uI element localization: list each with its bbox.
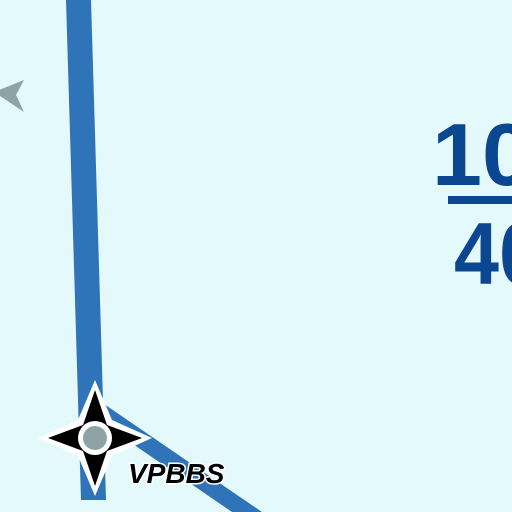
fix-name-label[interactable]: VPBBS xyxy=(127,457,227,491)
compulsory-reporting-point-icon[interactable] xyxy=(38,380,152,496)
airway-diagonal xyxy=(95,404,262,512)
altitude-divider xyxy=(448,196,512,204)
airway-vertical xyxy=(66,0,106,500)
altitude-restriction: 10 40 xyxy=(432,105,512,303)
gray-triangle-icon xyxy=(0,80,24,112)
altitude-upper: 10 xyxy=(432,105,512,204)
altitude-lower: 40 xyxy=(454,204,512,303)
